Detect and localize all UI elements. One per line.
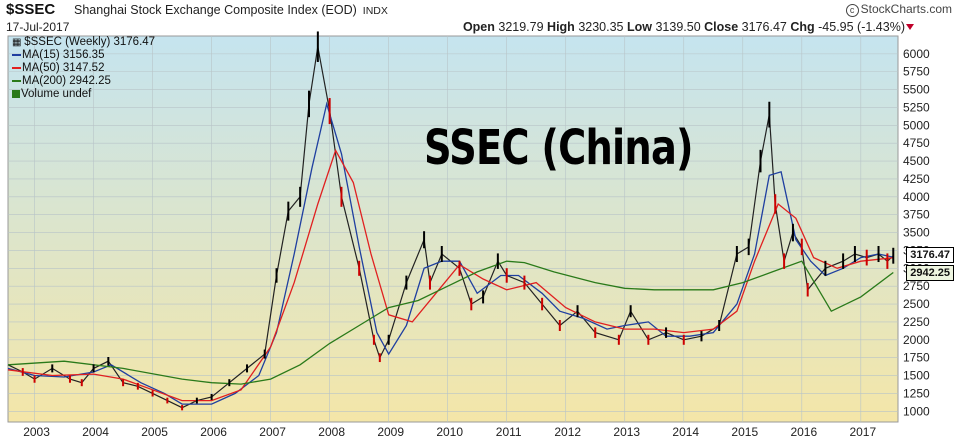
y-tick-label: 3500 xyxy=(903,226,930,240)
x-tick-label: 2015 xyxy=(731,425,758,437)
y-tick-label: 6000 xyxy=(903,47,930,61)
close-value: 3176.47 xyxy=(741,20,787,34)
overlay-title: SSEC (China) xyxy=(424,120,694,176)
x-tick-label: 2016 xyxy=(790,425,817,437)
y-tick-label: 1750 xyxy=(903,351,930,365)
legend-volume-label: Volume undef xyxy=(21,88,92,100)
ma200-price-tag: 2942.25 xyxy=(906,265,954,282)
brand-name: StockCharts.com xyxy=(860,2,952,16)
series-points xyxy=(21,31,895,411)
legend-ma15-label: MA(15) 3156.35 xyxy=(22,49,105,61)
legend-ma50-label: MA(50) 3147.52 xyxy=(22,62,105,74)
high-label: High xyxy=(547,20,575,34)
copyright-icon: c xyxy=(845,4,859,17)
low-label: Low xyxy=(626,20,652,34)
x-tick-label: 2013 xyxy=(613,425,640,437)
y-tick-label: 5500 xyxy=(903,83,930,97)
legend-ma200-label: MA(200) 2942.25 xyxy=(22,75,111,87)
high-value: 3230.35 xyxy=(578,20,624,34)
y-tick-label: 2750 xyxy=(903,279,930,293)
y-tick-label: 4750 xyxy=(903,136,930,150)
index-name: Shanghai Stock Exchange Composite Index … xyxy=(74,3,388,17)
x-tick-label: 2011 xyxy=(496,425,522,437)
grid-lines xyxy=(8,36,898,422)
x-tick-label: 2004 xyxy=(82,425,109,437)
weekly-icon: ▦ xyxy=(12,37,25,48)
open-value: 3219.79 xyxy=(498,20,544,34)
legend-main-label: $SSEC (Weekly) 3176.47 xyxy=(24,36,156,48)
chart-date: 17-Jul-2017 xyxy=(6,20,70,34)
y-tick-label: 1250 xyxy=(903,386,930,400)
open-label: Open xyxy=(462,20,495,34)
down-arrow-icon xyxy=(906,24,914,30)
legend-ma15: MA(15) 3156.35 xyxy=(12,49,155,62)
legend-ma50: MA(50) 3147.52 xyxy=(12,62,155,75)
y-tick-label: 5000 xyxy=(903,118,930,132)
x-tick-label: 2012 xyxy=(554,425,581,437)
ma15-swatch xyxy=(12,53,21,56)
ma15-line xyxy=(7,101,894,405)
x-tick-label: 2009 xyxy=(377,425,404,437)
brand-logo[interactable]: c StockCharts.com xyxy=(845,2,952,17)
legend-main: ▦ $SSEC (Weekly) 3176.47 xyxy=(12,36,155,49)
quote-bar: Open 3219.79 High 3230.35 Low 3139.50 Cl… xyxy=(463,20,905,34)
ticker-symbol: $SSEC xyxy=(6,1,56,18)
chart-legend: ▦ $SSEC (Weekly) 3176.47 MA(15) 3156.35 … xyxy=(12,36,155,101)
x-tick-label: 2008 xyxy=(318,425,345,437)
x-axis: 2003 2004 2005 2006 2007 2008 2009 2010 2011 2012… xyxy=(23,425,876,437)
legend-volume: Volume undef xyxy=(12,88,155,101)
y-tick-label: 4250 xyxy=(903,172,930,186)
x-tick-label: 2006 xyxy=(200,425,227,437)
exchange-code: INDX xyxy=(362,5,388,17)
legend-ma200: MA(200) 2942.25 xyxy=(12,75,155,88)
y-tick-label: 2250 xyxy=(903,315,930,329)
ma200-swatch xyxy=(12,79,21,82)
ma50-swatch xyxy=(12,66,21,69)
y-tick-label: 4000 xyxy=(903,190,930,204)
chg-value: -45.95 (-1.43%) xyxy=(818,20,905,34)
x-tick-label: 2007 xyxy=(259,425,286,437)
ma200-line xyxy=(7,260,894,385)
x-tick-label: 2003 xyxy=(23,425,50,437)
y-tick-label: 2500 xyxy=(903,297,930,311)
y-tick-label: 3750 xyxy=(903,208,930,222)
index-fullname: Shanghai Stock Exchange Composite Index … xyxy=(74,3,357,17)
y-tick-label: 1000 xyxy=(903,404,930,418)
volume-swatch xyxy=(12,89,20,98)
y-tick-label: 5750 xyxy=(903,65,930,79)
x-tick-label: 2010 xyxy=(436,425,463,437)
close-label: Close xyxy=(704,20,739,34)
low-value: 3139.50 xyxy=(655,20,701,34)
last-price-tag: 3176.47 xyxy=(906,246,954,263)
y-tick-label: 2000 xyxy=(903,333,930,347)
x-tick-label: 2014 xyxy=(672,425,699,437)
x-tick-label: 2017 xyxy=(849,425,876,437)
chart-header: $SSEC Shanghai Stock Exchange Composite … xyxy=(0,0,960,36)
x-tick-label: 2005 xyxy=(141,425,168,437)
y-tick-label: 1500 xyxy=(903,369,930,383)
chg-label: Chg xyxy=(790,20,815,34)
y-axis: 1000125015001750200022502500275030003250… xyxy=(903,47,930,418)
y-tick-label: 5250 xyxy=(903,100,930,114)
y-tick-label: 4500 xyxy=(903,154,930,168)
